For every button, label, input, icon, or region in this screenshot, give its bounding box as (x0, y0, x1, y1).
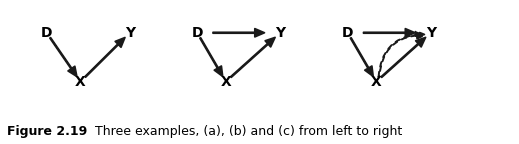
FancyArrowPatch shape (200, 38, 223, 76)
FancyArrowPatch shape (350, 38, 373, 76)
Text: Y: Y (275, 26, 285, 40)
FancyArrowPatch shape (50, 38, 77, 77)
FancyArrowPatch shape (381, 37, 426, 77)
Text: X: X (75, 75, 86, 89)
Text: D: D (192, 26, 203, 40)
Text: X: X (371, 75, 381, 89)
FancyArrowPatch shape (363, 29, 415, 37)
FancyArrowPatch shape (378, 31, 426, 77)
FancyArrowPatch shape (213, 29, 265, 37)
Text: Figure 2.19: Figure 2.19 (7, 125, 87, 138)
Text: Y: Y (426, 26, 436, 40)
Text: X: X (221, 75, 231, 89)
Text: Three examples, (a), (b) and (c) from left to right: Three examples, (a), (b) and (c) from le… (87, 125, 402, 138)
Text: D: D (342, 26, 353, 40)
FancyArrowPatch shape (230, 37, 275, 77)
Text: Y: Y (125, 26, 135, 40)
FancyArrowPatch shape (85, 37, 125, 77)
Text: D: D (41, 26, 52, 40)
